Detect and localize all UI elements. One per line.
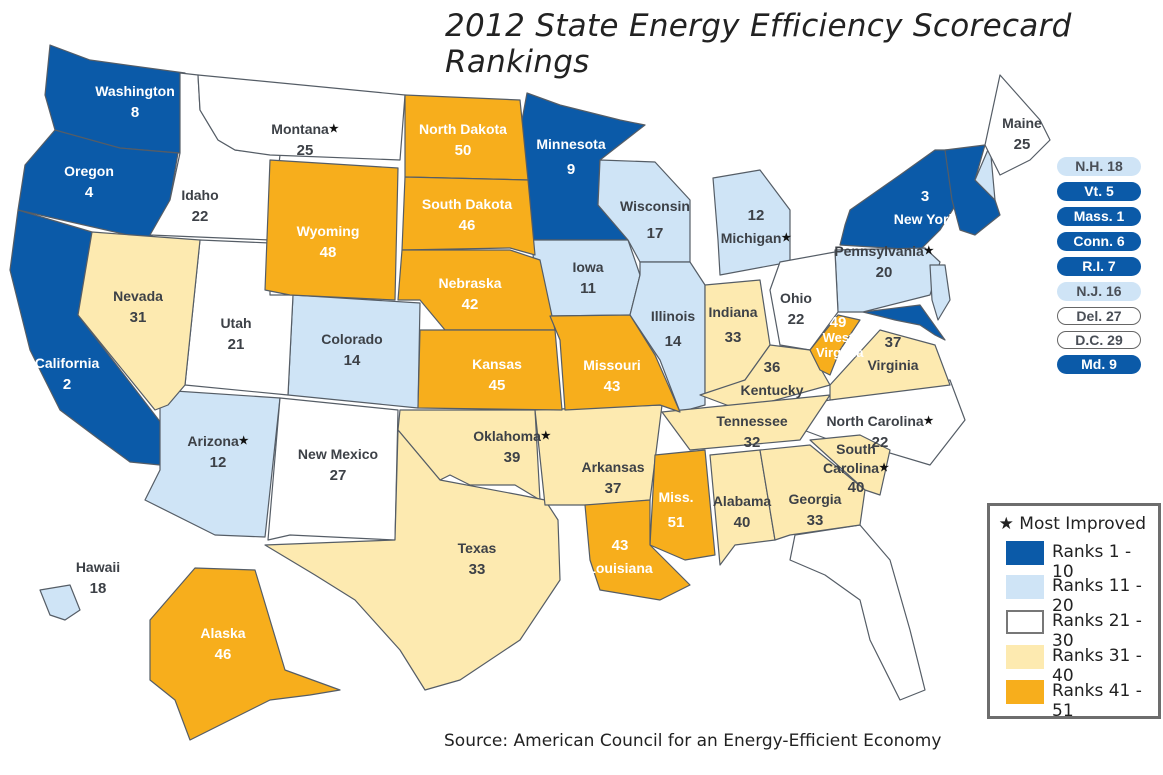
most-improved-star-icon: ★ [328,123,339,135]
label-virginia: 37 Virginia [867,334,919,373]
legend-swatch [1006,610,1044,634]
label-missouri: Missouri 43 [583,357,641,395]
label-maine: Maine 25 [1002,115,1042,153]
state-nevada [77,231,201,411]
state-new-england [944,144,1001,236]
source-caption: Source: American Council for an Energy-E… [444,731,942,751]
state-south-dakota [401,176,536,256]
label-hawaii: Hawaii 18 [75,559,121,597]
label-tennessee: Tennessee 32 [716,413,788,451]
pill-rhode-island: R.I. 7 [1057,257,1141,276]
label-illinois: Illinois 14 [650,308,696,350]
most-improved-star-icon: ★ [781,232,792,244]
state-kansas [417,329,563,411]
state-new-york [839,149,966,251]
label-nebraska: Nebraska 42 [438,275,502,313]
most-improved-star-icon: ★ [540,430,551,442]
legend-item-ranks-41-51: Ranks 41 - 51 [1006,680,1156,721]
label-washington: Washington 8 [95,83,175,121]
pill-massachusetts: Mass. 1 [1057,207,1141,226]
label-ohio: Ohio 22 [780,290,812,328]
label-idaho: Idaho 22 [181,187,219,225]
label-pennsylvania: Pennsylvania★ 20 [834,243,934,281]
state-south-carolina [809,434,891,496]
most-improved-star-icon: ★ [879,462,889,474]
label-michigan: 12 Michigan★ [720,207,792,246]
label-indiana: Indiana 33 [708,304,758,346]
state-missouri [549,314,681,413]
state-louisiana [584,499,691,601]
pill-delaware: Del. 27 [1057,307,1141,325]
legend-item-ranks-31-40: Ranks 31 - 40 [1006,645,1156,686]
pill-maryland: Md. 9 [1057,355,1141,374]
pill-new-jersey: N.J. 16 [1057,282,1141,301]
label-texas: Texas 33 [457,540,497,578]
label-arkansas: Arkansas 37 [581,459,645,497]
label-west-virginia: 49 West Virginia [816,314,864,360]
legend-most-improved: ★ Most Improved [998,514,1146,534]
label-colorado: Colorado 14 [321,331,383,369]
legend: ★ Most Improved Ranks 1 - 10 Ranks 11 - … [987,503,1161,721]
most-improved-star-icon: ★ [238,435,249,447]
label-california: California 2 [34,355,100,393]
state-wyoming [264,159,399,301]
state-alaska [149,567,341,741]
map-title: 2012 State Energy Efficiency Scorecard R… [445,8,1072,80]
small-states-list: N.H. 18 Vt. 5 Mass. 1 Conn. 6 R.I. 7 N.J… [1057,157,1141,380]
legend-item-ranks-11-20: Ranks 11 - 20 [1006,575,1156,616]
most-improved-star-icon: ★ [923,415,934,427]
legend-swatch [1006,680,1044,704]
pill-connecticut: Conn. 6 [1057,232,1141,251]
most-improved-star-icon: ★ [923,245,934,257]
label-oregon: Oregon 4 [64,163,114,201]
state-florida [789,524,926,701]
label-north-carolina: North Carolina★ 22 [826,413,934,451]
label-mississippi: Miss. 51 [658,489,694,531]
state-montana [197,74,406,161]
legend-swatch [1006,541,1044,565]
state-georgia [759,444,866,541]
label-alaska: Alaska 46 [200,625,246,663]
label-wisconsin: Wisconsin 17 [620,198,690,242]
label-south-carolina: South Carolina★ 40 [823,441,889,496]
label-south-dakota: South Dakota 46 [421,196,513,234]
label-arizona: Arizona★ 12 [187,433,249,471]
label-utah: Utah 21 [220,315,252,353]
label-oklahoma: Oklahoma★ 39 [473,428,551,466]
label-nevada: Nevada 31 [113,288,163,326]
label-minnesota: Minnesota 9 [536,136,606,178]
state-texas [264,429,561,691]
state-hawaii [39,584,81,621]
label-iowa: Iowa 11 [572,259,604,297]
state-mississippi [649,449,716,561]
state-maryland [862,304,946,341]
state-new-mexico [267,397,399,541]
pill-vermont: Vt. 5 [1057,182,1141,201]
label-montana: Montana★ 25 [271,121,339,159]
label-alabama: Alabama 40 [712,493,772,531]
label-new-york: 3 New York [893,188,957,227]
legend-swatch [1006,645,1044,669]
label-north-dakota: North Dakota 50 [419,121,507,159]
state-tennessee [661,394,831,451]
legend-item-ranks-21-30: Ranks 21 - 30 [1006,610,1156,651]
state-new-hampshire [974,144,996,201]
label-wyoming: Wyoming 48 [296,223,360,261]
state-virginia [829,329,951,401]
label-louisiana: 43 Louisiana [587,537,653,576]
label-georgia: Georgia 33 [788,491,842,529]
state-maine [984,74,1051,176]
legend-swatch [1006,575,1044,599]
legend-item-ranks-1-10: Ranks 1 - 10 [1006,541,1156,582]
label-kentucky: 36 Kentucky [740,359,804,398]
pill-dc: D.C. 29 [1057,331,1141,349]
state-alabama [709,449,776,566]
label-new-mexico: New Mexico 27 [297,446,379,484]
state-west-virginia [809,314,861,376]
state-new-jersey [929,264,951,321]
pill-new-hampshire: N.H. 18 [1057,157,1141,176]
label-kansas: Kansas 45 [472,356,522,394]
